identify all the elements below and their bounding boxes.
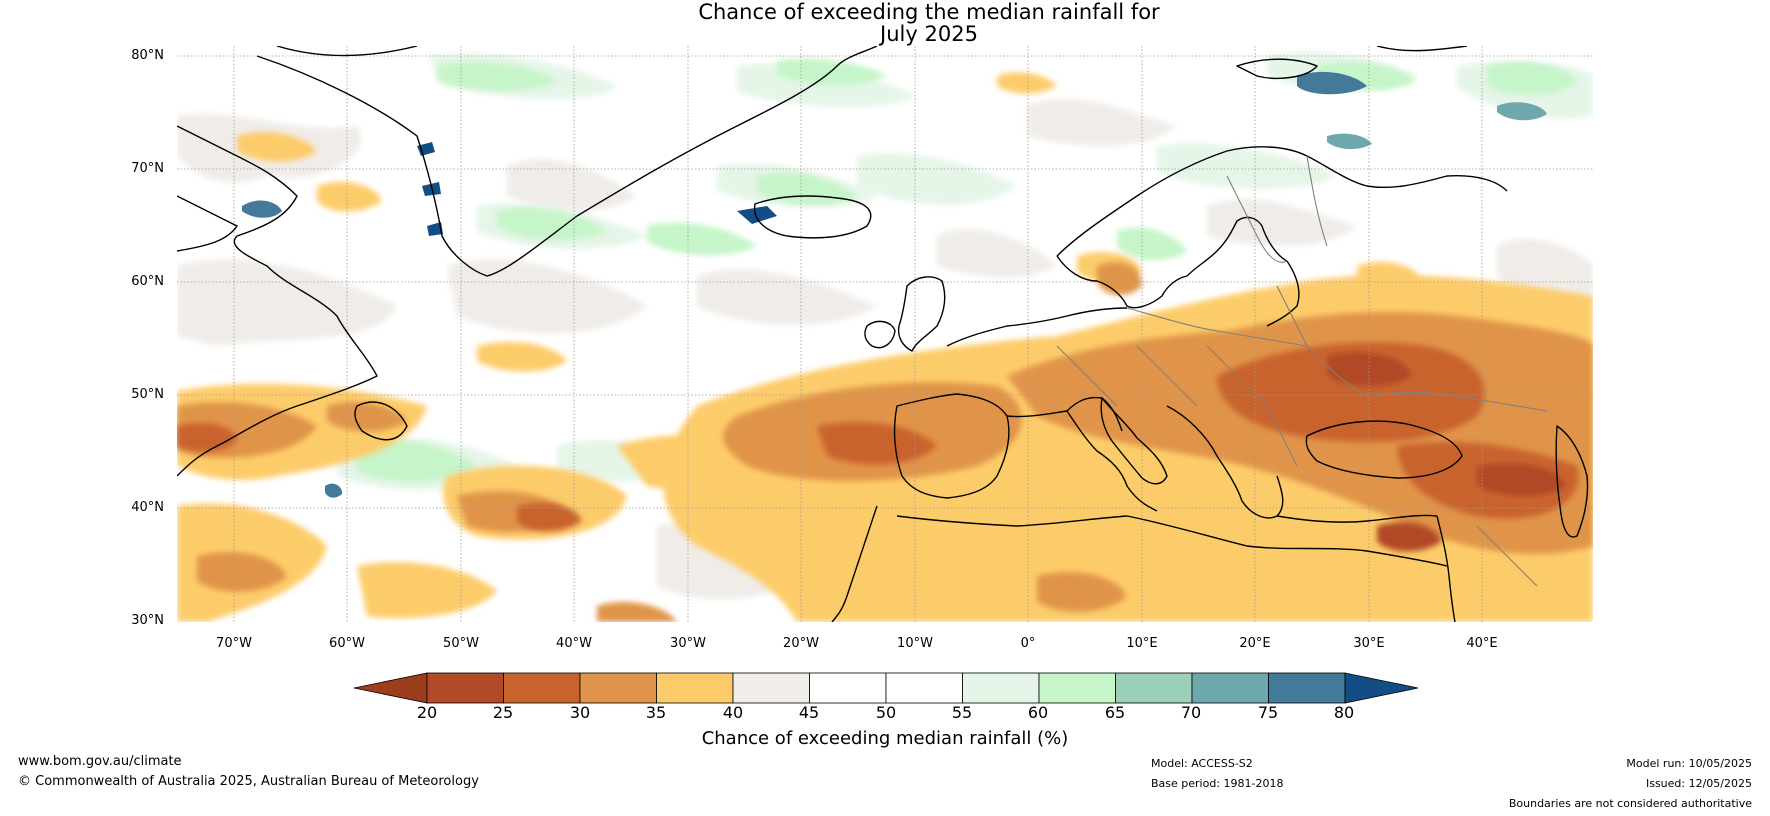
colorbar-tick: 80 xyxy=(1333,703,1355,722)
colorbar-tick: 65 xyxy=(1104,703,1126,722)
colorbar-segment xyxy=(426,672,504,704)
colorbar-tick: 70 xyxy=(1180,703,1202,722)
lat-label-30n: 30°N xyxy=(131,613,164,628)
colorbar-arrow-low xyxy=(353,672,428,704)
colorbar-segment xyxy=(1038,672,1116,704)
shading-drier-strong xyxy=(177,342,1579,552)
colorbar-segment xyxy=(1191,672,1269,704)
rainfall-probability-map xyxy=(177,46,1593,622)
footer-model: Model: ACCESS-S2 xyxy=(1151,757,1253,770)
colorbar-segment xyxy=(732,672,810,704)
lon-label-10e: 10°E xyxy=(1126,636,1158,651)
colorbar-tick: 55 xyxy=(951,703,973,722)
colorbar-segment xyxy=(503,672,581,704)
footer-disclaimer: Boundaries are not considered authoritat… xyxy=(1508,797,1752,810)
lon-label-60w: 60°W xyxy=(329,636,365,651)
colorbar-segment xyxy=(579,672,657,704)
colorbar-segment xyxy=(885,672,963,704)
footer-url: www.bom.gov.au/climate xyxy=(18,754,182,769)
map-title-line1: Chance of exceeding the median rainfall … xyxy=(698,0,1160,24)
footer-base-period: Base period: 1981-2018 xyxy=(1151,777,1284,790)
lon-label-70w: 70°W xyxy=(216,636,252,651)
footer-model-run: Model run: 10/05/2025 xyxy=(1626,757,1752,770)
colorbar-tick: 45 xyxy=(798,703,820,722)
lat-label-70n: 70°N xyxy=(131,161,164,176)
colorbar-tick: 75 xyxy=(1257,703,1279,722)
lat-label-50n: 50°N xyxy=(131,387,164,402)
colorbar-arrow-high xyxy=(1344,672,1419,704)
lat-label-80n: 80°N xyxy=(131,48,164,63)
lon-label-30e: 30°E xyxy=(1353,636,1385,651)
colorbar-segment xyxy=(1268,672,1346,704)
country-borders xyxy=(1056,155,1548,587)
lon-label-40e: 40°E xyxy=(1466,636,1498,651)
colorbar-segment xyxy=(962,672,1040,704)
colorbar-segment xyxy=(1115,672,1193,704)
coastlines xyxy=(177,46,1589,622)
lat-label-40n: 40°N xyxy=(131,500,164,515)
colorbar-tick: 30 xyxy=(569,703,591,722)
footer-issued: Issued: 12/05/2025 xyxy=(1645,777,1752,790)
colorbar-tick: 60 xyxy=(1027,703,1049,722)
lon-label-20w: 20°W xyxy=(783,636,819,651)
colorbar-tick: 40 xyxy=(722,703,744,722)
colorbar xyxy=(353,672,1420,708)
lon-label-50w: 50°W xyxy=(443,636,479,651)
colorbar-tick: 25 xyxy=(492,703,514,722)
colorbar-segment xyxy=(656,672,734,704)
lon-label-20e: 20°E xyxy=(1239,636,1271,651)
colorbar-tick: 35 xyxy=(645,703,667,722)
lat-label-60n: 60°N xyxy=(131,274,164,289)
lon-label-30w: 30°W xyxy=(670,636,706,651)
lon-label-0: 0° xyxy=(1020,636,1036,651)
colorbar-segment xyxy=(809,672,887,704)
colorbar-tick: 50 xyxy=(875,703,897,722)
colorbar-label: Chance of exceeding median rainfall (%) xyxy=(701,728,1069,749)
lon-label-40w: 40°W xyxy=(556,636,592,651)
colorbar-tick: 20 xyxy=(416,703,438,722)
map-graticule xyxy=(177,46,1593,622)
footer-copyright: © Commonwealth of Australia 2025, Austra… xyxy=(18,774,479,789)
map-title-line2: July 2025 xyxy=(880,22,978,46)
lon-label-10w: 10°W xyxy=(897,636,933,651)
